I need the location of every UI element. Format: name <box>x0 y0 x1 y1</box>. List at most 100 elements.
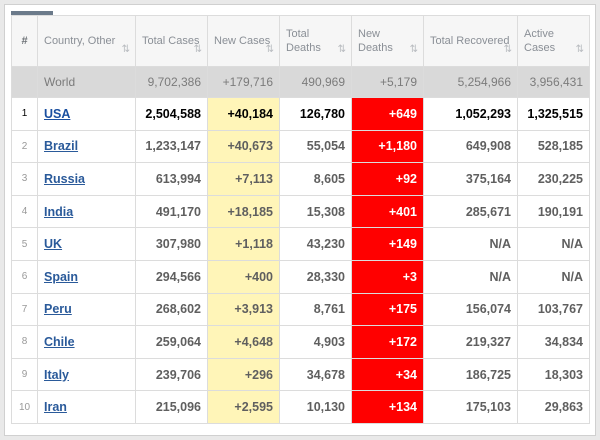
total-cases-cell: 491,170 <box>135 194 208 229</box>
col-header-total-deaths[interactable]: Total Deaths ⇅ <box>279 15 352 67</box>
new-cases-cell: +18,185 <box>207 194 280 229</box>
col-header-country[interactable]: Country, Other ⇅ <box>37 15 136 67</box>
world-new-cases-cell: +179,716 <box>207 66 280 98</box>
country-link[interactable]: USA <box>44 106 71 121</box>
col-header-new-deaths[interactable]: New Deaths ⇅ <box>351 15 424 67</box>
sort-arrows-icon[interactable]: ⇅ <box>575 44 584 55</box>
sort-arrows-icon[interactable]: ⇅ <box>265 44 274 55</box>
world-active-cases-cell: 3,956,431 <box>517 66 590 98</box>
new-cases-cell: +296 <box>207 357 280 392</box>
col-header-index-label: # <box>21 35 28 47</box>
table-row: 8 Chile 259,064 +4,648 4,903 +172 219,327 34,83… <box>11 325 590 359</box>
total-deaths-cell: 126,780 <box>279 97 352 131</box>
total-recovered-cell: 175,103 <box>423 390 518 424</box>
world-total-deaths-cell: 490,969 <box>279 66 352 98</box>
country-link[interactable]: Russia <box>44 171 85 186</box>
new-cases-cell: +2,595 <box>207 390 280 424</box>
total-deaths-cell: 55,054 <box>279 129 352 164</box>
country-link[interactable]: Peru <box>44 302 72 317</box>
total-cases-cell: 259,064 <box>135 325 208 359</box>
new-deaths-cell: +649 <box>351 97 424 131</box>
table-row: 5 UK 307,980 +1,118 43,230 +149 N/A N/A <box>11 227 590 261</box>
table-row: 2 Brazil 1,233,147 +40,673 55,054 +1,180 649,9… <box>11 129 590 164</box>
new-deaths-cell: +3 <box>351 259 424 294</box>
col-header-country-label: Country, Other <box>44 35 116 47</box>
row-index-cell: 3 <box>11 162 38 196</box>
country-link[interactable]: India <box>44 204 74 219</box>
sort-arrows-icon[interactable]: ⇅ <box>193 44 202 55</box>
active-cases-cell: 528,185 <box>517 129 590 164</box>
world-total-recovered-cell: 5,254,966 <box>423 66 518 98</box>
total-deaths-cell: 15,308 <box>279 194 352 229</box>
sort-arrows-icon[interactable]: ⇅ <box>121 44 130 55</box>
total-recovered-cell: 375,164 <box>423 162 518 196</box>
country-cell: USA <box>37 97 136 131</box>
sort-arrows-icon[interactable]: ⇅ <box>409 44 418 55</box>
country-link[interactable]: Italy <box>44 367 70 382</box>
total-deaths-cell: 8,761 <box>279 292 352 327</box>
table-row: 10 Iran 215,096 +2,595 10,130 +134 175,103 29,8… <box>11 390 590 424</box>
world-new-deaths-cell: +5,179 <box>351 66 424 98</box>
new-cases-cell: +1,118 <box>207 227 280 261</box>
world-total-row: World 9,702,386 +179,716 490,969 +5,179 … <box>11 66 590 98</box>
new-deaths-cell: +172 <box>351 325 424 359</box>
total-recovered-cell: 285,671 <box>423 194 518 229</box>
active-cases-cell: 29,863 <box>517 390 590 424</box>
tab-indicator[interactable] <box>11 11 53 15</box>
country-cell: Brazil <box>37 129 136 164</box>
col-header-total-cases-label: Total Cases <box>142 35 200 47</box>
country-link[interactable]: Chile <box>44 334 75 349</box>
country-link[interactable]: UK <box>44 237 63 252</box>
active-cases-cell: 1,325,515 <box>517 97 590 131</box>
sort-arrows-icon[interactable]: ⇅ <box>337 44 346 55</box>
total-deaths-cell: 43,230 <box>279 227 352 261</box>
total-cases-cell: 613,994 <box>135 162 208 196</box>
col-header-active-cases[interactable]: Active Cases ⇅ <box>517 15 590 67</box>
new-deaths-cell: +34 <box>351 357 424 392</box>
country-cell: Peru <box>37 292 136 327</box>
row-index-cell: 5 <box>11 227 38 261</box>
table-frame: # Country, Other ⇅ Total Cases ⇅ New Cases… <box>4 4 596 436</box>
new-deaths-cell: +149 <box>351 227 424 261</box>
col-header-total-recovered[interactable]: Total Recovered ⇅ <box>423 15 518 67</box>
row-index-cell: 9 <box>11 357 38 392</box>
country-link[interactable]: Spain <box>44 269 79 284</box>
total-recovered-cell: 156,074 <box>423 292 518 327</box>
col-header-total-deaths-label: Total Deaths <box>286 28 321 54</box>
row-index-cell: 8 <box>11 325 38 359</box>
row-index-cell: 4 <box>11 194 38 229</box>
row-index-cell: 1 <box>11 97 38 131</box>
active-cases-cell: N/A <box>517 227 590 261</box>
col-header-index[interactable]: # <box>11 15 38 67</box>
col-header-total-cases[interactable]: Total Cases ⇅ <box>135 15 208 67</box>
active-cases-cell: 103,767 <box>517 292 590 327</box>
total-recovered-cell: 649,908 <box>423 129 518 164</box>
total-recovered-cell: 219,327 <box>423 325 518 359</box>
total-deaths-cell: 8,605 <box>279 162 352 196</box>
country-cell: Chile <box>37 325 136 359</box>
table-row: 6 Spain 294,566 +400 28,330 +3 N/A N/A <box>11 259 590 294</box>
country-cell: Russia <box>37 162 136 196</box>
active-cases-cell: 34,834 <box>517 325 590 359</box>
new-deaths-cell: +134 <box>351 390 424 424</box>
total-recovered-cell: 186,725 <box>423 357 518 392</box>
total-cases-cell: 294,566 <box>135 259 208 294</box>
country-link[interactable]: Brazil <box>44 139 79 154</box>
col-header-new-cases-label: New Cases <box>214 35 271 47</box>
table-row: 1 USA 2,504,588 +40,184 126,780 +649 1,052,293… <box>11 97 590 131</box>
sort-arrows-icon[interactable]: ⇅ <box>503 44 512 55</box>
active-cases-cell: 18,303 <box>517 357 590 392</box>
new-cases-cell: +400 <box>207 259 280 294</box>
active-cases-cell: 230,225 <box>517 162 590 196</box>
total-cases-cell: 2,504,588 <box>135 97 208 131</box>
table-row: 3 Russia 613,994 +7,113 8,605 +92 375,164 230,2… <box>11 162 590 196</box>
new-deaths-cell: +1,180 <box>351 129 424 164</box>
total-cases-cell: 1,233,147 <box>135 129 208 164</box>
total-recovered-cell: N/A <box>423 227 518 261</box>
col-header-new-deaths-label: New Deaths <box>358 28 393 54</box>
col-header-new-cases[interactable]: New Cases ⇅ <box>207 15 280 67</box>
new-deaths-cell: +92 <box>351 162 424 196</box>
country-link[interactable]: Iran <box>44 400 67 415</box>
total-deaths-cell: 34,678 <box>279 357 352 392</box>
total-cases-cell: 307,980 <box>135 227 208 261</box>
